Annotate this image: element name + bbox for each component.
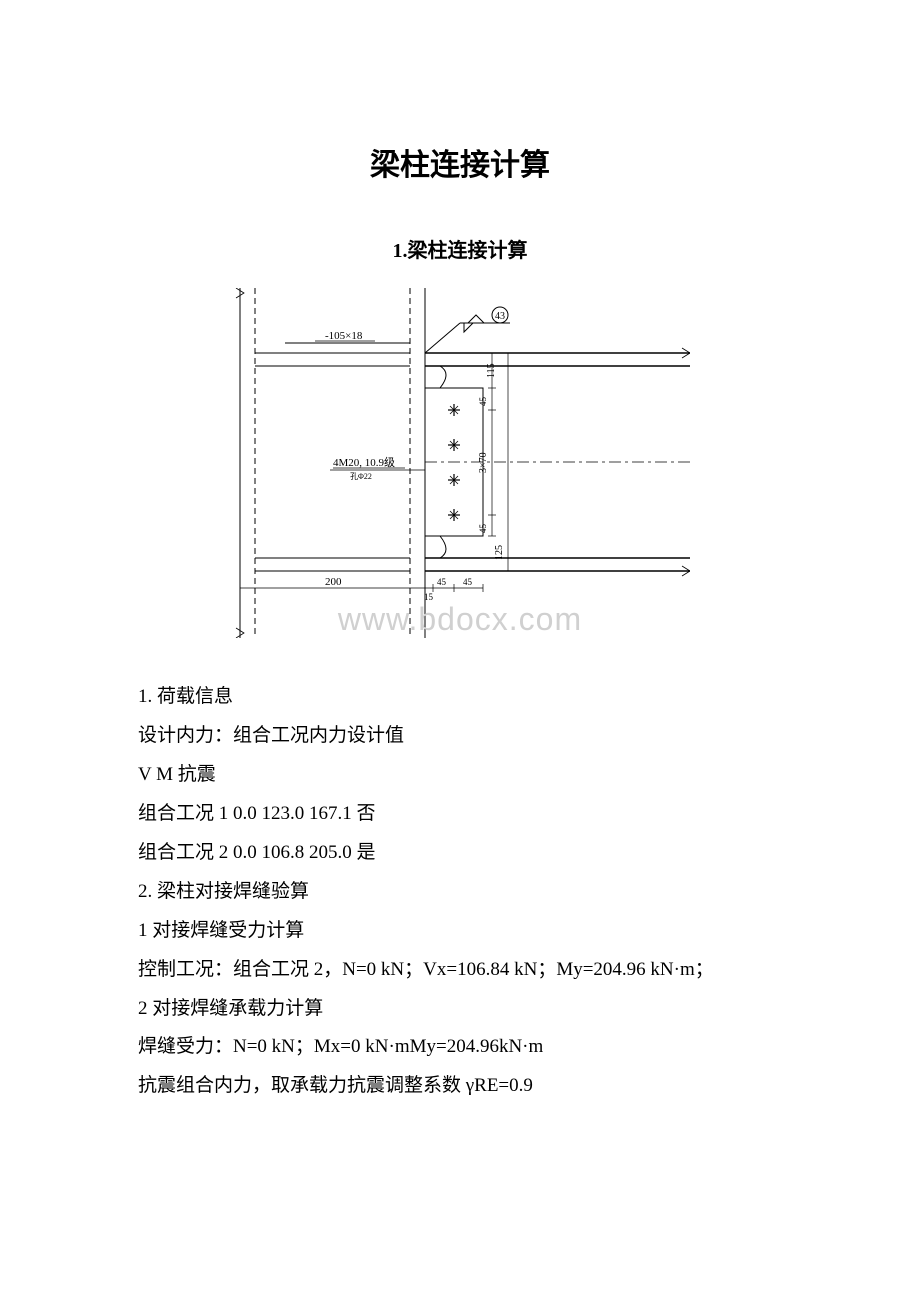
section1-title: 1. 荷载信息 [100, 678, 820, 717]
dim-45-1: 45 [437, 577, 447, 587]
dim-115: 115 [486, 363, 497, 378]
dim-43: 43 [495, 311, 505, 322]
watermark: www.bdocx.com [338, 601, 582, 638]
line-control-case: 控制工况：组合工况 2，N=0 kN；Vx=106.84 kN；My=204.9… [100, 951, 820, 990]
line-design-force: 设计内力：组合工况内力设计值 [100, 717, 820, 756]
section2-title: 2. 梁柱对接焊缝验算 [100, 873, 820, 912]
label-top-plate: -105×18 [325, 330, 363, 342]
dim-125: 125 [494, 545, 505, 560]
line-seismic: 抗震组合内力，取承载力抗震调整系数 γRE=0.9 [100, 1067, 820, 1106]
dim-45-v2: 45 [478, 524, 488, 534]
line-weld-force: 1 对接焊缝受力计算 [100, 912, 820, 951]
line-header: V M 抗震 [100, 756, 820, 795]
line-case1: 组合工况 1 0.0 123.0 167.1 否 [100, 795, 820, 834]
dim-200: 200 [325, 576, 342, 588]
label-bolt: 4M20, 10.9级 [333, 456, 395, 469]
connection-diagram: -105×18 43 [230, 288, 690, 648]
label-bolt-sub: 孔Φ22 [350, 472, 372, 481]
document-title: 梁柱连接计算 [100, 140, 820, 184]
dim-45-2: 45 [463, 577, 473, 587]
bolt-marks [448, 404, 460, 521]
dim-45-v1: 45 [478, 397, 488, 407]
line-weld-capacity: 2 对接焊缝承载力计算 [100, 990, 820, 1029]
line-case2: 组合工况 2 0.0 106.8 205.0 是 [100, 834, 820, 873]
line-weld-values: 焊缝受力：N=0 kN；Mx=0 kN·mMy=204.96kN·m [100, 1028, 820, 1067]
dim-3x70: 3×70 [478, 452, 489, 473]
document-subtitle: 1.梁柱连接计算 [100, 234, 820, 263]
